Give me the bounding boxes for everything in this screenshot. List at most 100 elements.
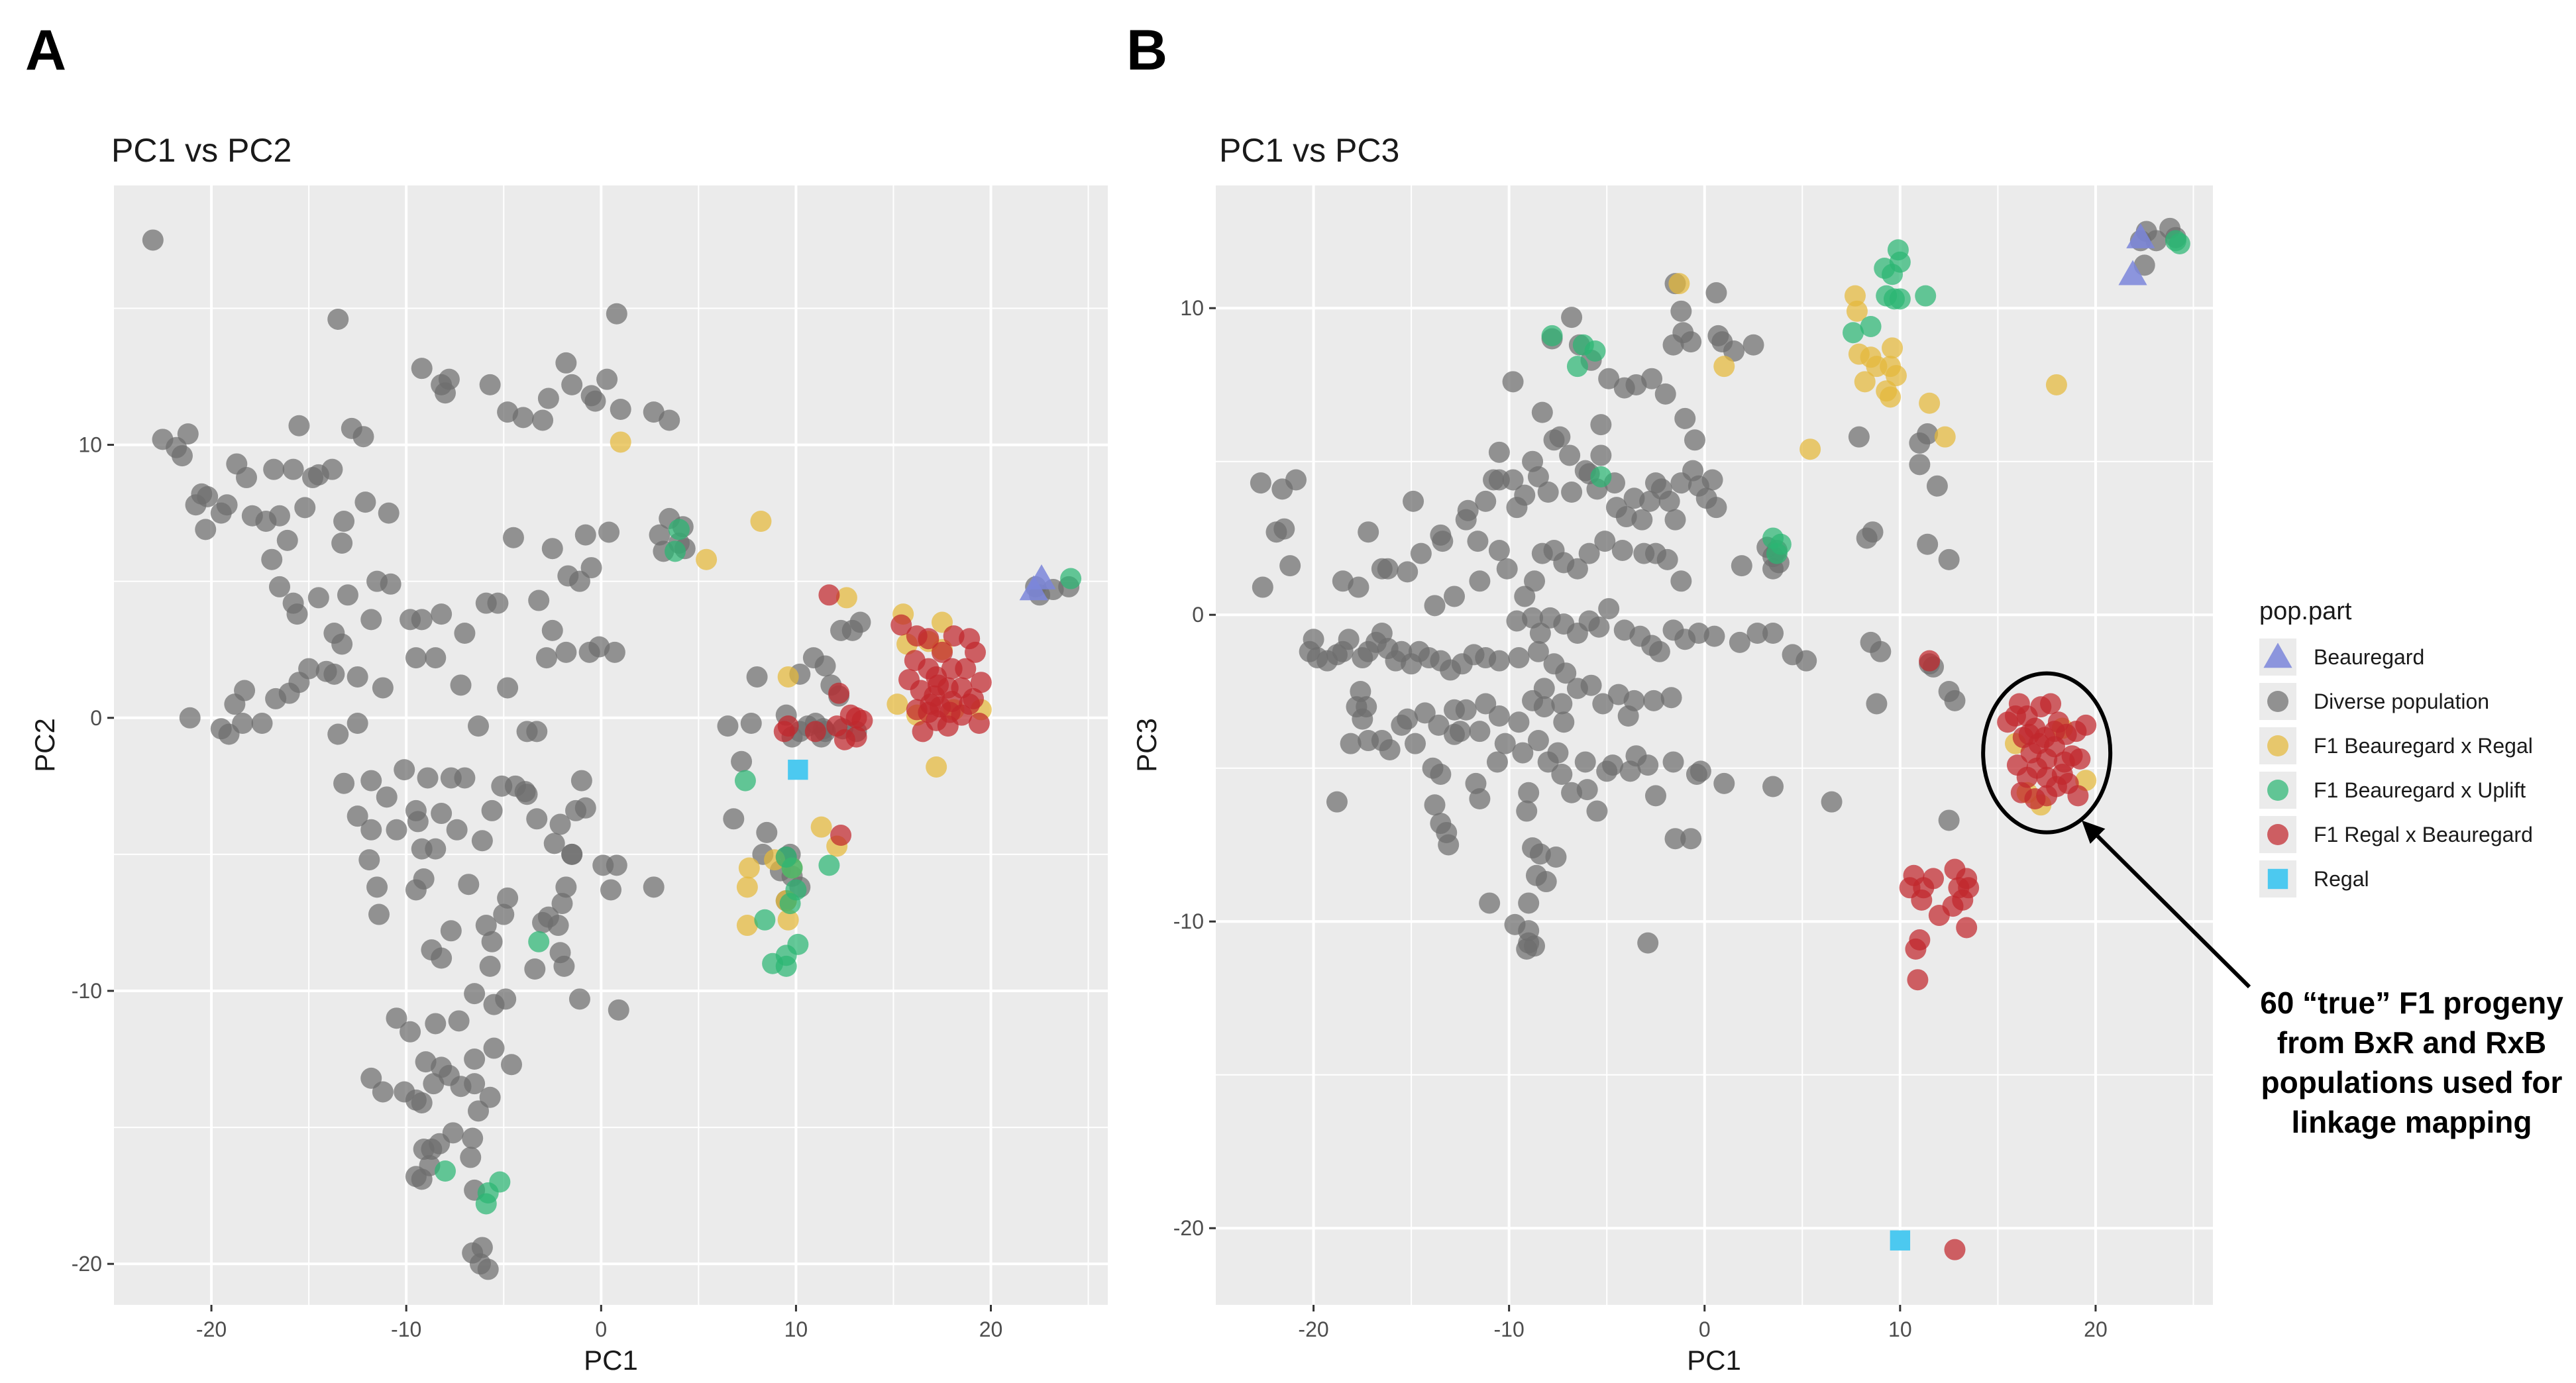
point-diverse-population: [1680, 331, 1702, 353]
x-tick-label: 10: [784, 1317, 808, 1341]
legend-label: F1 Beauregard x Regal: [2314, 734, 2533, 758]
point-f1-regal-x-beauregard: [1956, 917, 1978, 939]
point-diverse-population: [555, 876, 577, 898]
legend-label: Beauregard: [2314, 645, 2424, 669]
legend-title: pop.part: [2259, 597, 2352, 625]
legend-key-f1-beauregard-x-regal: [2267, 735, 2288, 756]
annotation-line-1: 60 “true” F1 progeny: [2260, 986, 2563, 1020]
point-diverse-population: [307, 587, 329, 609]
point-f1-beauregard-x-regal: [2045, 374, 2067, 395]
point-diverse-population: [1574, 751, 1596, 773]
point-diverse-population: [360, 770, 382, 792]
point-diverse-population: [263, 458, 285, 480]
point-f1-beauregard-x-regal: [926, 756, 947, 778]
point-f1-beauregard-x-regal: [610, 431, 631, 453]
legend-label: Regal: [2314, 867, 2369, 891]
point-diverse-population: [574, 797, 596, 819]
y-tick-label: 0: [1192, 603, 1204, 627]
point-diverse-population: [717, 715, 739, 737]
point-diverse-population: [216, 494, 238, 516]
point-diverse-population: [1576, 779, 1598, 801]
point-diverse-population: [1537, 482, 1559, 503]
point-diverse-population: [475, 915, 497, 937]
point-diverse-population: [1637, 754, 1659, 776]
point-diverse-population: [1488, 441, 1510, 463]
x-tick-label: -10: [391, 1317, 421, 1341]
point-diverse-population: [643, 401, 665, 423]
point-diverse-population: [435, 382, 456, 404]
point-diverse-population: [497, 887, 519, 909]
point-diverse-population: [1848, 426, 1870, 448]
point-f1-beauregard-x-uplift: [781, 857, 803, 879]
point-diverse-population: [606, 303, 627, 325]
x-tick-label: 0: [1699, 1317, 1711, 1341]
point-diverse-population: [1502, 469, 1524, 491]
point-diverse-population: [1743, 334, 1764, 356]
points-b: [1250, 217, 2190, 1260]
point-diverse-population: [526, 808, 548, 830]
point-f1-regal-x-beauregard: [2036, 785, 2058, 807]
point-diverse-population: [1670, 570, 1692, 592]
point-diverse-population: [568, 988, 590, 1010]
point-diverse-population: [1664, 828, 1686, 850]
point-diverse-population: [446, 819, 468, 841]
point-diverse-population: [746, 666, 768, 688]
point-diverse-population: [360, 1067, 382, 1089]
point-diverse-population: [177, 423, 199, 445]
point-diverse-population: [413, 868, 435, 890]
point-f1-regal-x-beauregard: [970, 672, 992, 693]
point-diverse-population: [756, 821, 778, 843]
point-diverse-population: [1729, 631, 1750, 653]
point-diverse-population: [1592, 693, 1614, 715]
point-diverse-population: [1332, 640, 1354, 662]
point-diverse-population: [483, 1037, 505, 1059]
point-diverse-population: [501, 1054, 522, 1076]
y-tick-label: -10: [72, 979, 102, 1003]
y-tick-label: 10: [1180, 296, 1204, 320]
point-diverse-population: [440, 920, 462, 942]
point-diverse-population: [1410, 542, 1432, 564]
point-diverse-population: [1508, 711, 1530, 733]
point-diverse-population: [1444, 723, 1466, 745]
point-diverse-population: [1424, 794, 1446, 816]
point-diverse-population: [1866, 693, 1888, 715]
point-diverse-population: [1551, 763, 1573, 785]
point-f1-regal-x-beauregard: [2069, 748, 2091, 770]
point-diverse-population: [454, 623, 476, 644]
point-diverse-population: [1654, 383, 1676, 405]
point-diverse-population: [1527, 730, 1549, 752]
point-diverse-population: [600, 879, 621, 901]
point-diverse-population: [360, 819, 382, 841]
point-diverse-population: [1611, 539, 1633, 561]
point-diverse-population: [195, 519, 217, 540]
point-diverse-population: [411, 358, 433, 380]
point-f1-beauregard-x-regal: [750, 511, 772, 532]
legend-label: Diverse population: [2314, 690, 2489, 713]
point-f1-regal-x-beauregard: [1919, 650, 1941, 672]
point-diverse-population: [380, 573, 402, 595]
point-diverse-population: [1644, 785, 1666, 807]
point-diverse-population: [460, 1147, 482, 1168]
point-diverse-population: [1531, 542, 1553, 564]
point-diverse-population: [358, 849, 380, 871]
point-f1-beauregard-x-uplift: [528, 931, 550, 952]
point-diverse-population: [366, 876, 388, 898]
point-diverse-population: [532, 409, 554, 431]
point-diverse-population: [2133, 254, 2155, 276]
legend-key-f1-beauregard-x-uplift: [2267, 780, 2288, 801]
point-diverse-population: [574, 524, 596, 546]
point-f1-beauregard-x-regal: [777, 909, 799, 931]
point-diverse-population: [1731, 555, 1752, 577]
panel-letter-b: B: [1126, 19, 1167, 82]
point-f1-beauregard-x-uplift: [734, 770, 756, 792]
point-diverse-population: [1690, 760, 1711, 782]
panel-b: B PC1 vs PC3 -20 -10 0 10 20 -20 -10 0 10 PC1 PC…: [1126, 19, 2251, 1376]
y-tick-label: -20: [72, 1252, 102, 1276]
point-diverse-population: [1862, 521, 1884, 543]
point-diverse-population: [171, 445, 193, 467]
point-diverse-population: [1428, 714, 1450, 736]
point-f1-regal-x-beauregard: [830, 825, 852, 846]
point-diverse-population: [421, 1139, 443, 1160]
point-diverse-population: [1590, 444, 1612, 466]
